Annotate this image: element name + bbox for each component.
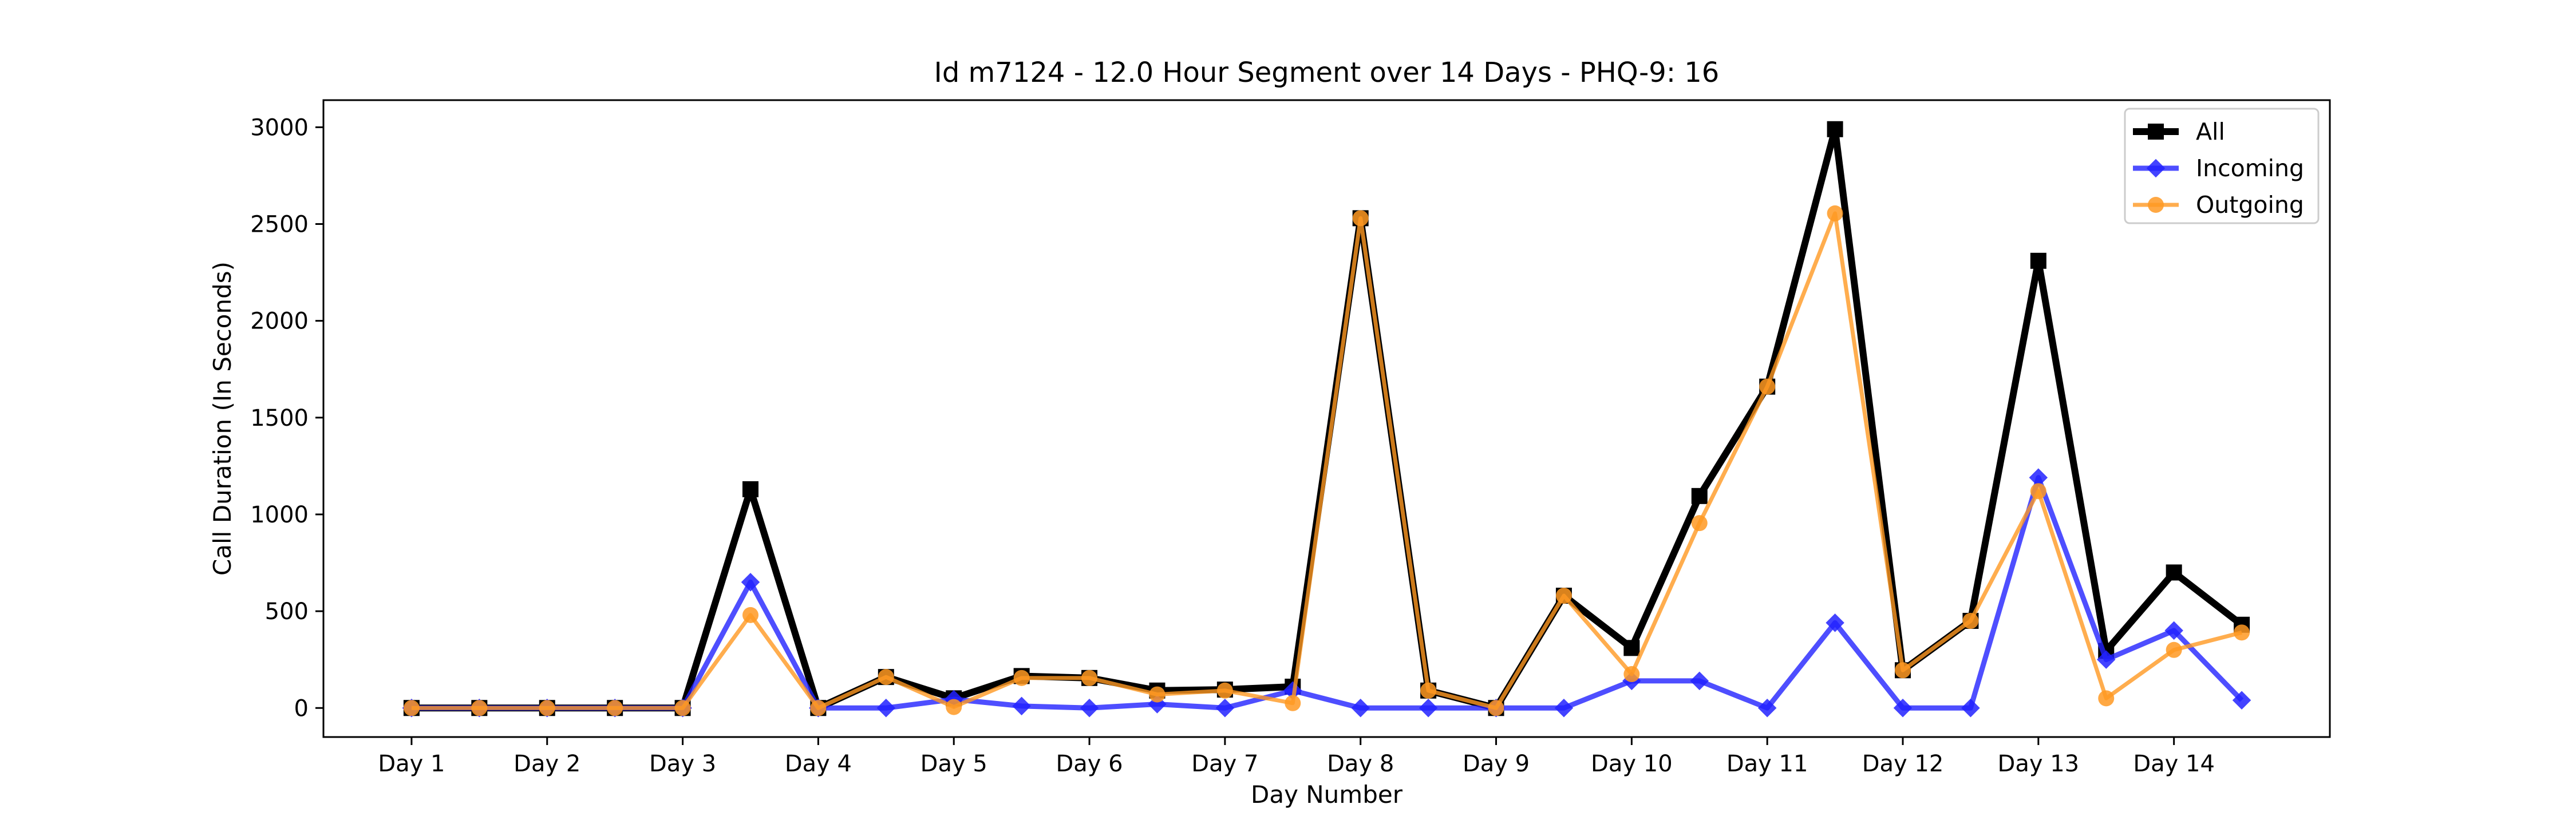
data-point-outgoing (2234, 624, 2250, 641)
x-tick-label: Day 2 (513, 751, 580, 777)
legend-marker-incoming (2146, 159, 2166, 178)
data-point-incoming (1080, 699, 1099, 718)
x-tick-label: Day 12 (1862, 751, 1944, 777)
data-point-incoming (1893, 699, 1913, 718)
data-point-incoming (1419, 699, 1438, 718)
data-point-outgoing (1759, 378, 1776, 395)
data-point-all (1827, 121, 1843, 137)
y-tick-label: 2500 (250, 212, 309, 238)
data-point-outgoing (539, 700, 555, 716)
data-point-outgoing (1352, 210, 1369, 227)
x-tick-label: Day 1 (378, 751, 445, 777)
data-point-outgoing (674, 700, 691, 716)
x-tick-label: Day 11 (1726, 751, 1808, 777)
data-point-outgoing (403, 700, 420, 716)
data-point-outgoing (742, 607, 758, 623)
chart-title: Id m7124 - 12.0 Hour Segment over 14 Day… (934, 57, 1720, 89)
data-point-incoming (1012, 696, 1031, 716)
data-point-all (1623, 640, 1640, 656)
x-tick-label: Day 10 (1591, 751, 1673, 777)
data-point-incoming (1351, 699, 1370, 718)
data-point-outgoing (1623, 666, 1640, 683)
data-point-incoming (2029, 468, 2048, 487)
x-tick-label: Day 14 (2133, 751, 2215, 777)
data-point-outgoing (1149, 686, 1165, 703)
x-tick-label: Day 7 (1191, 751, 1258, 777)
data-point-incoming (1757, 699, 1777, 718)
data-point-incoming (1961, 699, 1980, 718)
data-point-incoming (741, 573, 760, 592)
data-point-incoming (2164, 621, 2183, 640)
y-tick-label: 3000 (250, 114, 309, 141)
series-line-incoming (411, 475, 2244, 711)
data-point-incoming (1690, 671, 1709, 691)
data-point-outgoing (2098, 690, 2115, 707)
y-tick-label: 0 (294, 695, 309, 722)
x-tick-label: Day 6 (1056, 751, 1123, 777)
series-line-outgoing (411, 211, 2242, 710)
data-point-outgoing (607, 700, 623, 716)
data-point-all (2166, 564, 2182, 581)
y-axis-label: Call Duration (In Seconds) (208, 262, 236, 576)
data-point-incoming (1826, 613, 1844, 632)
series-layer (402, 121, 2251, 718)
data-point-incoming (1554, 699, 1574, 718)
data-point-outgoing (1895, 662, 1911, 679)
y-tick-label: 2000 (250, 308, 309, 335)
y-tick-label: 1000 (250, 502, 309, 528)
data-point-outgoing (1013, 670, 1030, 686)
x-tick-label: Day 9 (1463, 751, 1530, 777)
data-point-incoming (1215, 699, 1235, 718)
data-point-all (2030, 252, 2046, 269)
data-point-outgoing (878, 669, 894, 686)
legend-marker-all (2148, 124, 2164, 140)
data-point-incoming (876, 699, 896, 718)
legend-label-incoming: Incoming (2196, 154, 2304, 182)
data-point-outgoing (946, 699, 962, 715)
data-point-outgoing (1216, 682, 1233, 699)
data-point-all (742, 481, 758, 497)
data-point-outgoing (1081, 670, 1098, 686)
data-point-incoming (2232, 691, 2251, 710)
data-point-outgoing (1420, 682, 1437, 699)
data-point-outgoing (810, 700, 827, 716)
x-tick-label: Day 13 (1998, 751, 2080, 777)
y-tick-label: 500 (265, 599, 309, 625)
data-point-outgoing (1555, 588, 1572, 604)
legend-label-outgoing: Outgoing (2196, 191, 2304, 219)
legend-label-all: All (2196, 118, 2225, 145)
legend-marker-outgoing (2148, 197, 2164, 213)
x-tick-label: Day 8 (1327, 751, 1394, 777)
x-tick-label: Day 3 (649, 751, 716, 777)
legend-box (2124, 108, 2320, 224)
data-point-outgoing (1962, 613, 1979, 629)
y-tick-label: 1500 (250, 405, 309, 431)
data-point-outgoing (2166, 641, 2182, 658)
data-point-all (1691, 488, 1708, 504)
y-axis: 0 500 1000 1500 2000 2500 3000 (250, 114, 323, 722)
x-tick-label: Day 5 (920, 751, 987, 777)
x-axis: Day 1 Day 2 Day 3 Day 4 Day 5 Day 6 Day 7 Day 8… (378, 737, 2215, 777)
data-point-outgoing (1827, 205, 1843, 221)
legend: All Incoming Outgoing (2124, 108, 2320, 224)
x-tick-label: Day 4 (785, 751, 852, 777)
data-point-outgoing (1691, 515, 1708, 532)
data-point-outgoing (471, 700, 488, 716)
data-point-outgoing (1285, 695, 1301, 711)
x-axis-label: Day Number (1251, 781, 1403, 809)
data-point-outgoing (1488, 700, 1504, 716)
series-outgoing (403, 205, 2250, 716)
data-point-incoming (2096, 650, 2116, 669)
plot-area-frame (322, 99, 2331, 738)
data-point-outgoing (2030, 483, 2046, 500)
